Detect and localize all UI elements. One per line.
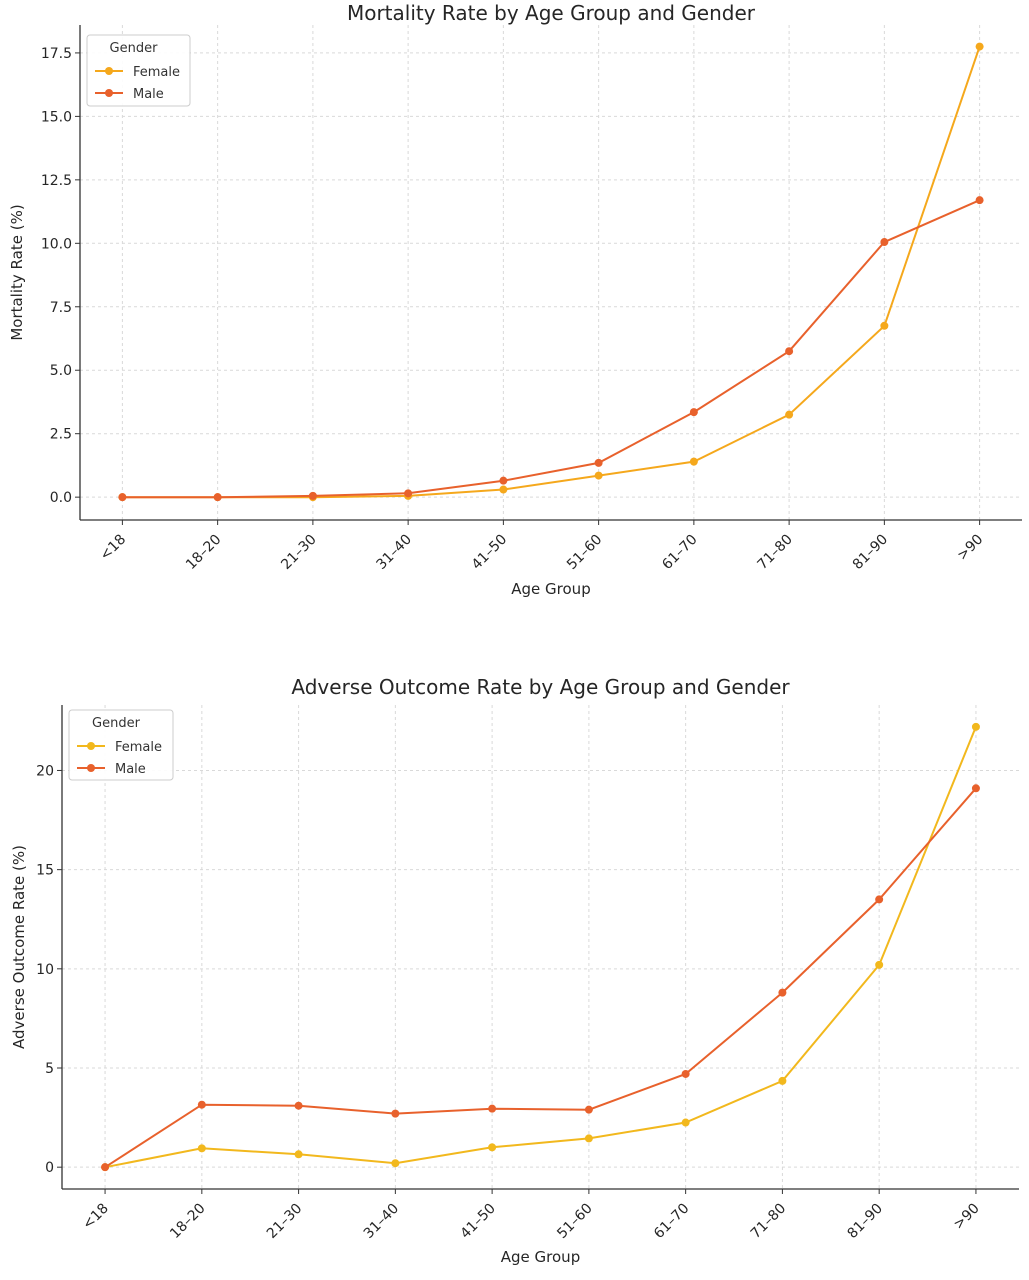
data-point-male	[975, 196, 984, 205]
data-point-female	[594, 471, 603, 480]
legend-box	[68, 709, 174, 781]
data-point-female	[488, 1143, 497, 1152]
data-point-female	[975, 42, 984, 51]
legend: Gender Female Male	[68, 709, 174, 781]
legend-title: Gender	[110, 41, 159, 56]
series-female	[118, 42, 984, 502]
data-point-male	[391, 1109, 400, 1118]
x-tick-label: 61–70	[659, 532, 700, 573]
data-point-female	[197, 1144, 206, 1153]
legend-swatch-marker	[105, 89, 113, 97]
series-line-male	[104, 787, 977, 1169]
series-female	[101, 722, 980, 1172]
y-tick-label: 0	[45, 1160, 54, 1176]
y-tick-label: 2.5	[50, 427, 72, 443]
y-tick-label: 15	[36, 863, 54, 879]
x-tick-label: 18–20	[183, 532, 224, 573]
y-tick-label: 15.0	[41, 109, 72, 125]
legend: Gender Female Male	[86, 34, 191, 107]
x-tick-label: 61–70	[651, 1201, 692, 1242]
legend-label-female: Female	[133, 65, 180, 80]
y-tick-label: 10.0	[41, 236, 72, 252]
legend-swatch-marker	[87, 742, 95, 750]
data-point-female	[785, 410, 794, 419]
y-tick-label: 7.5	[50, 300, 72, 316]
x-tick-label: 18–20	[167, 1201, 208, 1242]
x-tick-label: 71–80	[748, 1201, 789, 1242]
data-point-female	[584, 1134, 593, 1143]
y-axis-label: Mortality Rate (%)	[8, 204, 26, 340]
series-male	[101, 784, 980, 1172]
data-point-male	[880, 238, 889, 247]
x-tick-label: 71–80	[754, 532, 795, 573]
data-point-male	[875, 895, 884, 904]
legend-label-male: Male	[115, 762, 146, 777]
data-point-male	[785, 347, 794, 356]
x-tick-label: 41–50	[469, 532, 510, 573]
data-point-female	[499, 485, 508, 494]
legend-swatch-marker	[87, 764, 95, 772]
legend-swatch-marker	[105, 67, 113, 75]
legend-label-male: Male	[133, 87, 164, 102]
data-point-male	[681, 1069, 690, 1078]
data-point-male	[689, 408, 698, 417]
data-point-female	[294, 1150, 303, 1159]
data-point-male	[499, 476, 508, 485]
chart-title: Adverse Outcome Rate by Age Group and Ge…	[291, 675, 790, 699]
data-point-female	[971, 722, 980, 731]
data-point-male	[778, 988, 787, 997]
x-tick-label: 81–90	[845, 1201, 886, 1242]
x-axis-label: Age Group	[501, 1248, 580, 1266]
adverse-outcome-rate-chart: 0 5 10 15 20 <18 18–20 21–30 31–40 41–50 51–60 61–7…	[10, 675, 1019, 1266]
x-axis-label: Age Group	[511, 580, 590, 598]
x-tick-label: 31–40	[361, 1201, 402, 1242]
x-tick-label: >90	[954, 532, 986, 564]
x-tick-label: 51–60	[564, 532, 605, 573]
data-point-female	[778, 1076, 787, 1085]
series-line-female	[104, 726, 977, 1169]
data-point-male	[488, 1104, 497, 1113]
y-tick-label: 0.0	[50, 490, 72, 506]
data-point-male	[118, 493, 127, 502]
x-tick-label: 21–30	[278, 532, 319, 573]
data-point-male	[197, 1100, 206, 1109]
x-tick-label: 81–90	[850, 532, 891, 573]
y-tick-label: 17.5	[41, 46, 72, 62]
y-tick-label: 20	[36, 763, 54, 779]
legend-label-female: Female	[115, 740, 162, 755]
chart-title: Mortality Rate by Age Group and Gender	[347, 1, 756, 25]
mortality-rate-chart: 0.0 2.5 5.0 7.5 10.0 12.5 15.0 17.5 <18 18–20 21–3…	[8, 1, 1022, 598]
y-tick-label: 12.5	[41, 173, 72, 189]
data-point-female	[880, 321, 889, 330]
series-male	[118, 196, 984, 502]
x-tick-label: 51–60	[554, 1201, 595, 1242]
x-tick-label: <18	[80, 1201, 112, 1233]
data-point-male	[404, 489, 413, 498]
data-point-female	[689, 457, 698, 466]
legend-box	[86, 34, 191, 107]
x-tick-label: <18	[97, 532, 129, 564]
x-tick-label: 21–30	[264, 1201, 305, 1242]
data-point-male	[594, 458, 603, 467]
data-point-male	[308, 491, 317, 500]
y-tick-label: 5	[45, 1061, 54, 1077]
y-tick-label: 5.0	[50, 363, 72, 379]
data-point-female	[391, 1159, 400, 1168]
series-line-female	[122, 46, 981, 499]
x-tick-label: >90	[951, 1201, 983, 1233]
data-point-male	[101, 1163, 110, 1172]
data-point-female	[681, 1118, 690, 1127]
legend-title: Gender	[92, 716, 141, 731]
data-point-male	[971, 784, 980, 793]
data-point-male	[584, 1105, 593, 1114]
data-point-male	[213, 493, 222, 502]
data-point-female	[875, 960, 884, 969]
series-line-male	[122, 199, 981, 499]
data-point-male	[294, 1101, 303, 1110]
x-tick-label: 41–50	[457, 1201, 498, 1242]
y-axis-label: Adverse Outcome Rate (%)	[10, 845, 28, 1049]
x-tick-label: 31–40	[373, 532, 414, 573]
y-tick-label: 10	[36, 962, 54, 978]
